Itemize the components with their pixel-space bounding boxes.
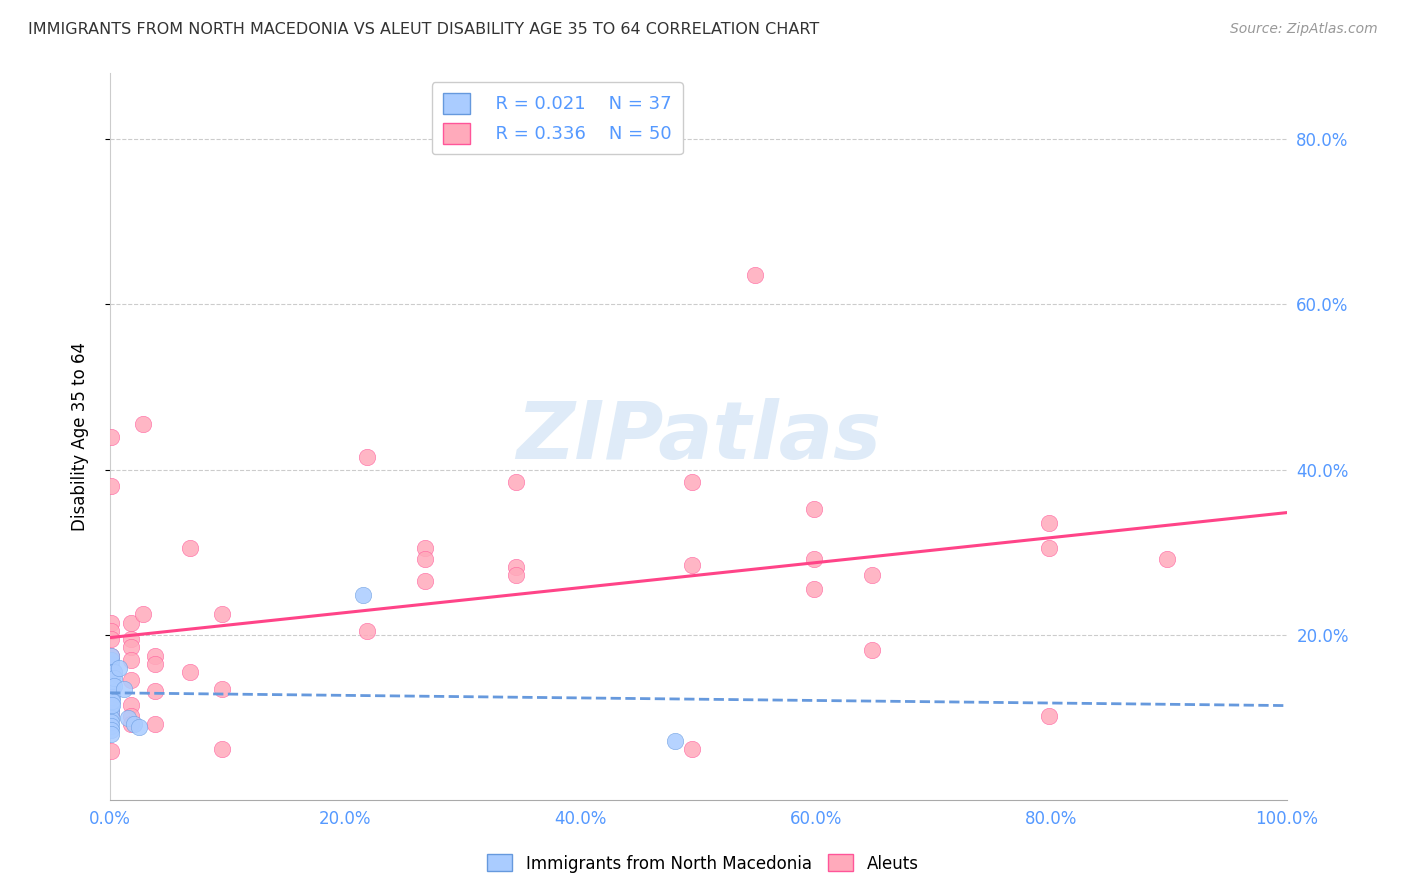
Point bbox=[100, 615, 122, 630]
Point bbox=[100, 669, 122, 683]
Point bbox=[120, 615, 142, 630]
Point bbox=[664, 733, 686, 747]
Point bbox=[120, 653, 142, 667]
Point bbox=[100, 657, 122, 671]
Point bbox=[143, 684, 166, 698]
Point bbox=[505, 475, 527, 489]
Point bbox=[101, 690, 124, 704]
Point bbox=[100, 706, 122, 721]
Point bbox=[120, 709, 142, 723]
Point bbox=[103, 679, 125, 693]
Point bbox=[415, 574, 437, 589]
Point bbox=[100, 653, 122, 667]
Point bbox=[100, 698, 122, 713]
Point bbox=[132, 607, 155, 622]
Point bbox=[100, 624, 122, 638]
Point bbox=[356, 624, 378, 638]
Point bbox=[100, 744, 122, 758]
Point bbox=[101, 673, 124, 688]
Point bbox=[100, 710, 122, 724]
Point bbox=[1156, 552, 1178, 566]
Point bbox=[122, 717, 145, 731]
Point bbox=[108, 661, 131, 675]
Point bbox=[179, 665, 201, 680]
Point bbox=[179, 541, 201, 556]
Point bbox=[100, 429, 122, 443]
Point bbox=[415, 541, 437, 556]
Point bbox=[100, 727, 122, 741]
Point bbox=[101, 681, 124, 696]
Point bbox=[681, 558, 703, 572]
Point bbox=[505, 560, 527, 574]
Point bbox=[100, 686, 122, 700]
Point bbox=[505, 568, 527, 582]
Point bbox=[143, 717, 166, 731]
Point bbox=[103, 665, 125, 680]
Point bbox=[143, 648, 166, 663]
Point bbox=[100, 648, 122, 663]
Point bbox=[120, 632, 142, 646]
Point bbox=[100, 632, 122, 646]
Point bbox=[103, 671, 125, 685]
Point bbox=[100, 706, 122, 721]
Point bbox=[100, 661, 122, 675]
Point bbox=[112, 681, 135, 696]
Point bbox=[352, 588, 374, 602]
Point bbox=[1038, 709, 1060, 723]
Point bbox=[100, 677, 122, 691]
Point bbox=[100, 681, 122, 696]
Point bbox=[100, 479, 122, 493]
Legend:   R = 0.021    N = 37,   R = 0.336    N = 50: R = 0.021 N = 37, R = 0.336 N = 50 bbox=[432, 82, 682, 154]
Point bbox=[681, 742, 703, 756]
Point bbox=[681, 475, 703, 489]
Point bbox=[803, 582, 825, 597]
Point bbox=[120, 640, 142, 655]
Point bbox=[803, 552, 825, 566]
Point bbox=[356, 450, 378, 465]
Point bbox=[128, 721, 150, 735]
Point bbox=[101, 698, 124, 713]
Point bbox=[100, 719, 122, 733]
Point bbox=[100, 665, 122, 680]
Point bbox=[744, 268, 766, 283]
Point bbox=[803, 502, 825, 516]
Point bbox=[120, 698, 142, 713]
Point bbox=[143, 657, 166, 671]
Point bbox=[101, 694, 124, 708]
Point bbox=[100, 714, 122, 729]
Point bbox=[100, 665, 122, 680]
Point bbox=[862, 642, 884, 657]
Y-axis label: Disability Age 35 to 64: Disability Age 35 to 64 bbox=[72, 343, 89, 531]
Point bbox=[862, 568, 884, 582]
Text: Source: ZipAtlas.com: Source: ZipAtlas.com bbox=[1230, 22, 1378, 37]
Point bbox=[211, 607, 233, 622]
Point bbox=[100, 723, 122, 737]
Point bbox=[415, 552, 437, 566]
Point bbox=[101, 686, 124, 700]
Point bbox=[120, 673, 142, 688]
Point bbox=[211, 742, 233, 756]
Text: IMMIGRANTS FROM NORTH MACEDONIA VS ALEUT DISABILITY AGE 35 TO 64 CORRELATION CHA: IMMIGRANTS FROM NORTH MACEDONIA VS ALEUT… bbox=[28, 22, 820, 37]
Point bbox=[120, 717, 142, 731]
Point bbox=[100, 690, 122, 704]
Point bbox=[117, 710, 139, 724]
Point bbox=[1038, 516, 1060, 531]
Point bbox=[100, 694, 122, 708]
Point bbox=[100, 648, 122, 663]
Point bbox=[100, 673, 122, 688]
Legend: Immigrants from North Macedonia, Aleuts: Immigrants from North Macedonia, Aleuts bbox=[481, 847, 925, 880]
Point bbox=[211, 681, 233, 696]
Text: ZIPatlas: ZIPatlas bbox=[516, 398, 880, 475]
Point bbox=[100, 690, 122, 704]
Point bbox=[100, 702, 122, 716]
Point bbox=[101, 677, 124, 691]
Point bbox=[1038, 541, 1060, 556]
Point bbox=[132, 417, 155, 432]
